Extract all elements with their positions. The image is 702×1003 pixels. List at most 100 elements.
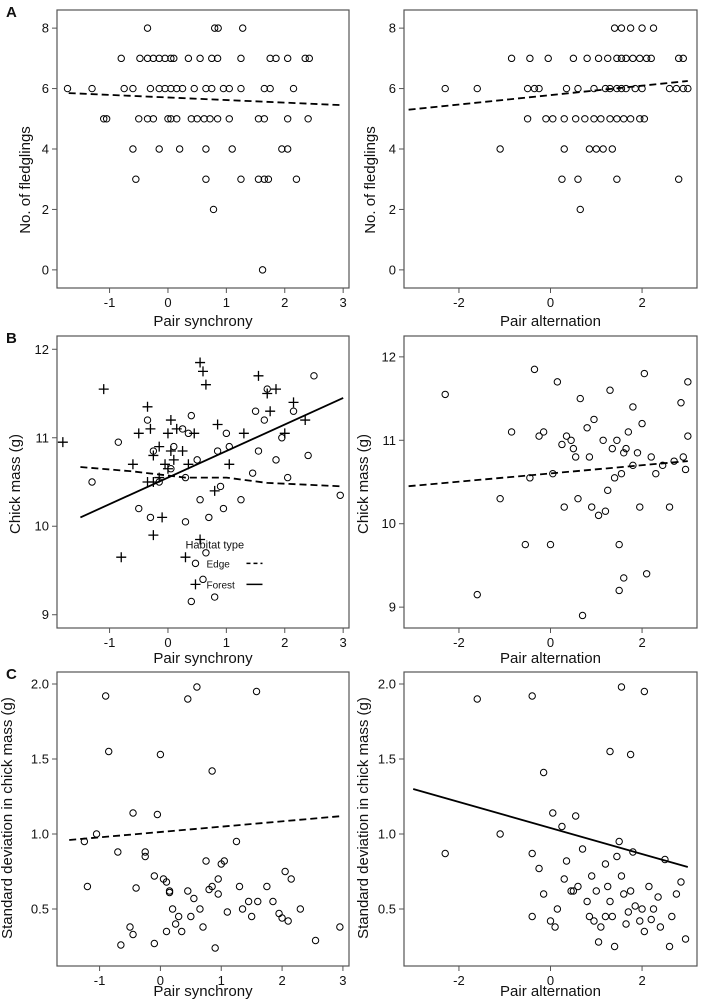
data-point — [633, 449, 642, 457]
data-point — [272, 456, 280, 464]
data-point — [167, 54, 175, 63]
edge-fit-line — [80, 466, 344, 488]
data-point — [283, 145, 292, 153]
data-point — [244, 897, 253, 906]
x-tick-label: 3 — [340, 635, 347, 650]
data-point — [260, 115, 269, 123]
data-point — [606, 747, 614, 756]
data-point — [551, 923, 559, 931]
forest-point — [195, 357, 206, 368]
data-point — [535, 84, 543, 93]
data-point — [254, 115, 263, 123]
data-point — [283, 473, 292, 482]
data-point — [283, 115, 292, 123]
data-point — [247, 912, 256, 921]
data-point — [544, 54, 552, 63]
data-point — [574, 84, 582, 93]
data-point — [187, 411, 196, 420]
data-point — [604, 486, 612, 495]
forest-point — [177, 446, 188, 457]
data-point — [184, 887, 192, 895]
data-point — [208, 54, 216, 63]
data-point — [136, 54, 144, 63]
data-point — [129, 930, 137, 939]
data-point — [546, 540, 555, 549]
x-tick-label: -1 — [104, 295, 116, 310]
y-tick-label: 11 — [383, 433, 397, 448]
data-point — [150, 939, 159, 948]
data-point — [196, 54, 204, 63]
data-point — [143, 115, 152, 123]
data-point — [539, 428, 548, 436]
data-point — [141, 852, 149, 861]
data-point — [214, 875, 222, 883]
data-point — [239, 24, 247, 32]
data-point — [649, 905, 658, 913]
x-tick-label: 0 — [164, 635, 171, 650]
forest-point — [145, 423, 156, 434]
data-point — [206, 115, 214, 123]
x-tick-label: 0 — [547, 295, 554, 310]
y-tick-label: 6 — [42, 81, 49, 96]
data-point — [184, 695, 192, 703]
data-point — [272, 54, 280, 63]
panel-a-left: -1 0 1 2 3 0 2 4 6 8 Pair synchrony No. of fledglin… — [6, 4, 350, 330]
forest-point — [154, 441, 165, 452]
data-point — [636, 503, 644, 511]
data-point — [135, 504, 143, 513]
data-point — [626, 750, 635, 759]
data-point — [597, 115, 605, 123]
data-point — [258, 266, 267, 274]
x-tick-label: 1 — [223, 295, 230, 310]
x-tick-label: 3 — [340, 295, 347, 310]
data-point — [574, 882, 582, 891]
data-point — [92, 830, 101, 838]
data-point — [539, 890, 548, 898]
data-point — [523, 115, 532, 123]
data-point — [304, 451, 312, 460]
data-point — [210, 24, 219, 32]
data-point — [647, 453, 655, 461]
data-point — [237, 175, 245, 183]
data-point — [604, 54, 612, 63]
y-tick-label: 4 — [389, 142, 396, 157]
data-point — [507, 54, 516, 63]
panel-c-left: -1 0 1 2 3 0.5 1.0 1.5 2.0 Pair synchrony Standard… — [0, 666, 350, 1000]
data-point — [254, 447, 263, 455]
y-tick-label: 6 — [389, 81, 396, 96]
y-tick-label: 1.0 — [31, 827, 49, 842]
x-axis-title: Pair alternation — [500, 650, 601, 667]
data-point — [311, 936, 320, 945]
data-point — [617, 683, 626, 691]
y-tick-label: 0.5 — [31, 902, 49, 917]
y-axis-title: Chick mass (g) — [7, 434, 24, 534]
data-point — [665, 84, 674, 93]
data-point — [196, 495, 204, 504]
data-point — [310, 372, 318, 380]
x-tick-label: -1 — [94, 973, 106, 988]
data-point — [592, 887, 600, 895]
x-tick-label: 0 — [157, 973, 164, 988]
legend-label: Edge — [206, 559, 230, 570]
data-point — [153, 810, 162, 819]
data-point — [225, 115, 233, 123]
legend-label: Forest — [206, 580, 235, 591]
forest-point — [162, 428, 173, 439]
data-point — [640, 115, 649, 123]
data-point — [677, 878, 685, 886]
plot-frame — [403, 9, 698, 289]
y-tick-label: 0 — [389, 262, 396, 277]
data-point — [117, 941, 125, 949]
legend-marker — [191, 559, 200, 568]
data-point — [613, 115, 621, 123]
data-point — [535, 864, 543, 873]
data-point — [574, 494, 582, 503]
data-point — [129, 145, 137, 153]
data-point — [473, 590, 481, 599]
data-point — [674, 54, 683, 63]
x-tick-label: 0 — [547, 973, 554, 988]
data-point — [558, 175, 566, 183]
data-point — [184, 54, 193, 63]
legend: Habitat type Edge Forest — [185, 539, 263, 591]
data-point — [629, 403, 637, 411]
